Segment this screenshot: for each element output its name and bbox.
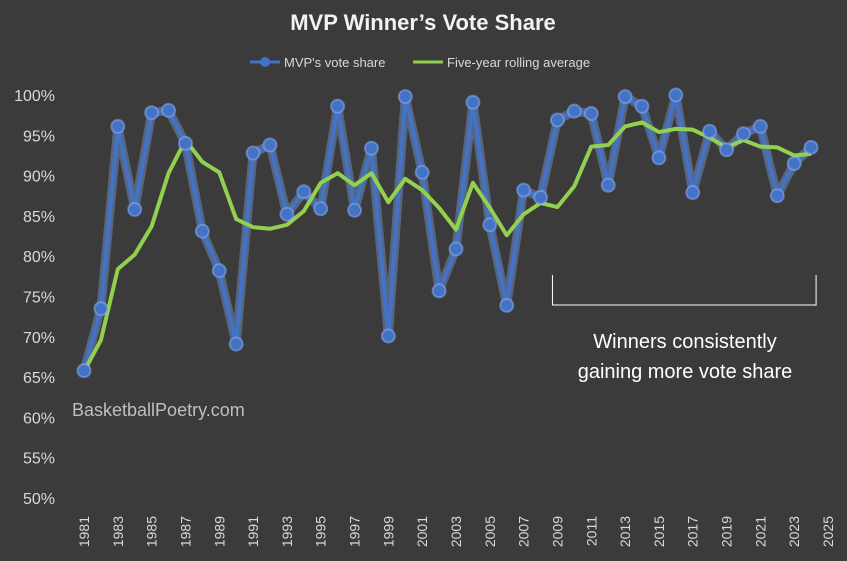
vote-share-point[interactable] (245, 145, 261, 161)
legend-label-vote-share: MVP's vote share (284, 55, 385, 70)
y-tick-label: 65% (23, 370, 55, 387)
vote-share-point[interactable] (211, 263, 227, 279)
vote-share-point[interactable] (380, 328, 396, 344)
vote-share-point[interactable] (668, 87, 684, 103)
vote-share-point[interactable] (600, 177, 616, 193)
y-tick-label: 100% (14, 88, 55, 105)
x-tick-label: 1993 (279, 516, 295, 547)
vote-share-point[interactable] (735, 126, 751, 142)
vote-share-point[interactable] (634, 98, 650, 114)
vote-share-point[interactable] (296, 184, 312, 200)
legend-item-rolling-average[interactable]: Five-year rolling average (413, 55, 590, 70)
vote-share-point[interactable] (685, 185, 701, 201)
vote-share-point[interactable] (617, 89, 633, 105)
x-tick-label: 2007 (516, 516, 532, 547)
x-tick-label: 2021 (752, 516, 768, 547)
vote-share-point[interactable] (769, 188, 785, 204)
vote-share-point[interactable] (397, 89, 413, 105)
x-tick-label: 1985 (144, 516, 160, 547)
plot-area (76, 87, 819, 379)
x-tick-label: 1999 (380, 516, 396, 547)
x-tick-label: 2001 (414, 516, 430, 547)
legend: MVP's vote share Five-year rolling avera… (250, 55, 590, 70)
legend-label-rolling-average: Five-year rolling average (447, 55, 590, 70)
vote-share-point[interactable] (110, 118, 126, 134)
vote-share-point[interactable] (93, 301, 109, 317)
x-tick-label: 2025 (820, 516, 836, 547)
vote-share-point[interactable] (228, 336, 244, 352)
vote-share-point[interactable] (803, 139, 819, 155)
annotation: Winners consistently gaining more vote s… (551, 275, 817, 383)
vote-share-point[interactable] (414, 164, 430, 180)
x-tick-label: 2003 (448, 516, 464, 547)
x-tick-label: 1987 (177, 516, 193, 547)
vote-share-point[interactable] (330, 98, 346, 114)
annotation-bracket (551, 275, 817, 306)
annotation-line-1: Winners consistently (593, 331, 776, 353)
x-tick-label: 1997 (347, 516, 363, 547)
y-axis: 50% 55% 60% 65% 70% 75% 80% 85% 90% 95% 100% (14, 88, 55, 508)
vote-share-point[interactable] (144, 105, 160, 121)
y-tick-label: 85% (23, 209, 55, 226)
vote-share-point[interactable] (262, 137, 278, 153)
x-tick-label: 1991 (245, 516, 261, 547)
x-tick-label: 1989 (211, 516, 227, 547)
x-axis: 1981 1983 1985 1987 1989 1991 1993 1995 1997 1999… (76, 516, 836, 547)
vote-share-point[interactable] (702, 123, 718, 139)
vote-share-point[interactable] (347, 202, 363, 218)
chart-title: MVP Winner’s Vote Share (290, 10, 556, 35)
vote-share-point[interactable] (719, 142, 735, 158)
x-tick-label: 2015 (651, 516, 667, 547)
vote-share-point[interactable] (533, 189, 549, 205)
vote-share-point[interactable] (313, 201, 329, 217)
vote-share-point[interactable] (194, 223, 210, 239)
x-tick-label: 2005 (482, 516, 498, 547)
vote-share-point[interactable] (431, 283, 447, 299)
x-tick-label: 2009 (549, 516, 565, 547)
vote-share-point[interactable] (516, 182, 532, 198)
vote-share-point[interactable] (465, 94, 481, 110)
vote-share-point[interactable] (448, 241, 464, 257)
vote-share-point[interactable] (482, 217, 498, 233)
vote-share-point[interactable] (279, 206, 295, 222)
vote-share-point[interactable] (583, 106, 599, 122)
x-tick-label: 1983 (110, 516, 126, 547)
y-tick-label: 70% (23, 330, 55, 347)
x-tick-label: 2023 (786, 516, 802, 547)
vote-share-point[interactable] (76, 363, 92, 379)
x-tick-label: 2013 (617, 516, 633, 547)
annotation-line-2: gaining more vote share (578, 361, 793, 383)
vote-share-point[interactable] (127, 201, 143, 217)
vote-share-point[interactable] (549, 112, 565, 128)
y-tick-label: 55% (23, 451, 55, 468)
vote-share-point[interactable] (651, 150, 667, 166)
y-tick-label: 60% (23, 410, 55, 427)
vote-share-point[interactable] (177, 135, 193, 151)
y-tick-label: 95% (23, 128, 55, 145)
watermark: BasketballPoetry.com (72, 400, 245, 420)
vote-share-point[interactable] (786, 156, 802, 172)
y-tick-label: 50% (23, 491, 55, 508)
vote-share-point[interactable] (752, 118, 768, 134)
y-tick-label: 90% (23, 169, 55, 186)
vote-share-point[interactable] (363, 140, 379, 156)
x-tick-label: 1995 (313, 516, 329, 547)
vote-share-point[interactable] (161, 102, 177, 118)
legend-item-vote-share[interactable]: MVP's vote share (250, 55, 385, 70)
x-tick-label: 2017 (685, 516, 701, 547)
vote-share-point[interactable] (566, 103, 582, 119)
y-tick-label: 75% (23, 290, 55, 307)
x-tick-label: 2011 (583, 516, 599, 546)
x-tick-label: 1981 (76, 516, 92, 547)
y-tick-label: 80% (23, 249, 55, 266)
series-rolling-average-line (82, 120, 812, 373)
vote-share-point[interactable] (499, 297, 515, 313)
legend-vote-share-marker (260, 57, 270, 67)
x-tick-label: 2019 (719, 516, 735, 547)
